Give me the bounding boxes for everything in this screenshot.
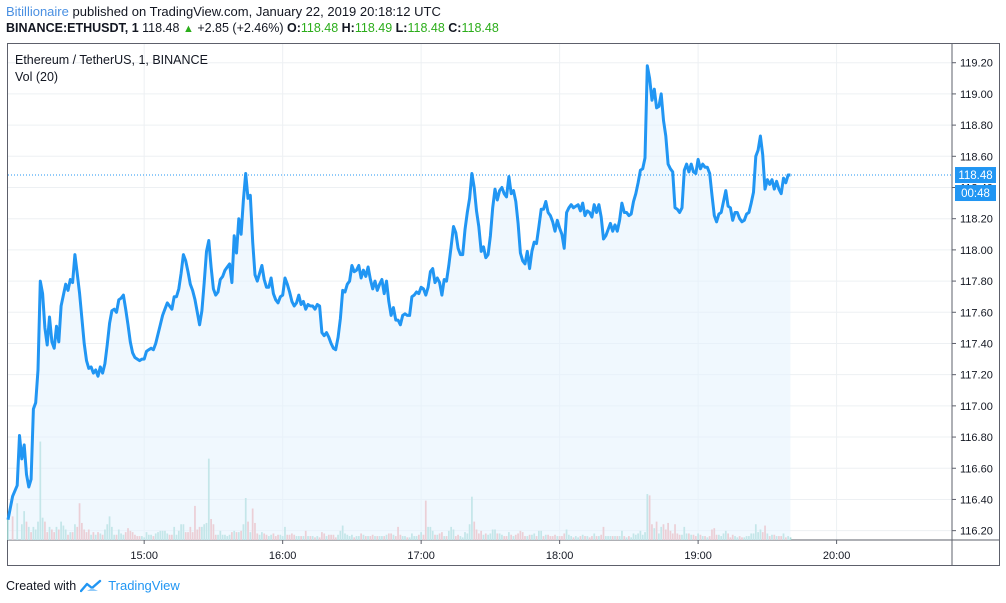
x-axis: 15:00 16:00 17:00 18:00 19:00 20:00 [130, 540, 850, 562]
y-tick-label: 116.80 [960, 432, 993, 444]
close-value: 118.48 [461, 21, 499, 35]
y-tick-label: 116.60 [960, 463, 993, 475]
volume-legend[interactable]: Vol (20) [15, 70, 59, 84]
price-badge: 118.48 [955, 167, 996, 184]
y-tick-label: 118.00 [960, 245, 993, 257]
symbol-name: BINANCE:ETHUSDT, 1 [6, 21, 139, 35]
price-badge-text: 118.48 [958, 170, 992, 182]
x-tick-label: 15:00 [130, 550, 158, 562]
y-tick-label: 119.00 [960, 89, 993, 101]
y-tick-label: 117.80 [960, 276, 993, 288]
y-tick-label: 116.20 [960, 526, 993, 538]
y-tick-label: 117.60 [960, 307, 993, 319]
x-tick-label: 18:00 [546, 550, 574, 562]
x-tick-label: 20:00 [823, 550, 851, 562]
y-tick-label: 118.80 [960, 120, 993, 132]
countdown-badge: 00:48 [955, 185, 996, 202]
x-tick-label: 19:00 [684, 550, 712, 562]
y-tick-label: 119.20 [960, 58, 993, 70]
tradingview-brand[interactable]: TradingView [108, 578, 180, 593]
price-line [6, 64, 791, 520]
created-with-text: Created with [6, 578, 77, 593]
y-tick-label: 116.40 [960, 494, 993, 506]
symbol-info: BINANCE:ETHUSDT, 1 118.48 ▲ +2.85 (+2.46… [6, 21, 499, 35]
author-name[interactable]: Bitillionaire [6, 4, 69, 19]
published-text: published on TradingView.com, January 22… [72, 4, 441, 19]
series-legend[interactable]: Ethereum / TetherUS, 1, BINANCE [15, 53, 208, 67]
volume-bar [789, 537, 792, 540]
countdown-badge-text: 00:48 [961, 188, 990, 200]
y-tick-label: 117.20 [960, 370, 993, 382]
open-value: 118.48 [300, 21, 339, 35]
y-axis: 116.20 116.40 116.60 116.80 117.00 117.20 117.… [952, 58, 993, 538]
close-label: C: [448, 21, 462, 35]
price-change: +2.85 (+2.46%) [197, 21, 284, 35]
up-triangle-icon: ▲ [182, 23, 194, 35]
tradingview-logo-icon [80, 579, 102, 592]
low-value: 118.48 [407, 21, 445, 35]
y-tick-label: 117.40 [960, 338, 993, 350]
y-tick-label: 117.00 [960, 401, 993, 413]
high-value: 118.49 [354, 21, 393, 35]
open-label: O: [286, 21, 301, 35]
y-tick-label: 118.20 [960, 214, 993, 226]
low-label: L: [395, 21, 408, 35]
last-price: 118.48 [142, 21, 180, 35]
x-tick-label: 16:00 [269, 550, 297, 562]
chart-frame[interactable] [7, 43, 1000, 566]
price-area [8, 65, 791, 541]
high-label: H: [341, 21, 355, 35]
x-tick-label: 17:00 [407, 550, 435, 562]
y-tick-label: 118.60 [960, 151, 993, 163]
publish-info: Bitillionaire published on TradingView.c… [6, 4, 441, 19]
footer: Created with TradingView [6, 578, 180, 593]
